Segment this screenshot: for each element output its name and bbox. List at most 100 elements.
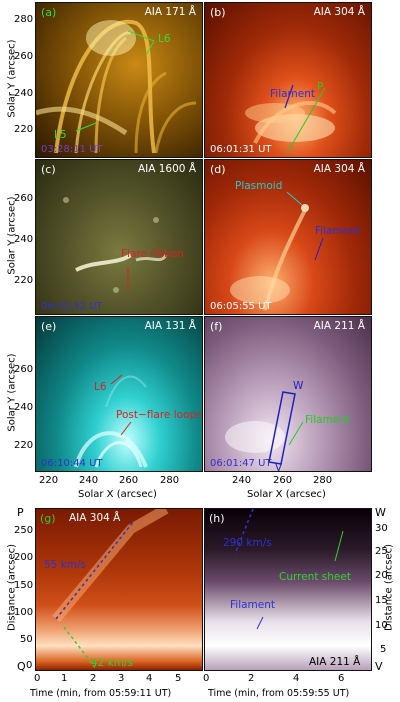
- panel-c-label: (c): [41, 163, 56, 176]
- dist-tick: 20: [375, 570, 388, 581]
- dist-tick: 10: [375, 620, 388, 631]
- panel-h-time-distance-211: (h) 290 km/s Current sheet Filament AIA …: [204, 508, 372, 671]
- dist-tick: 150: [14, 580, 34, 591]
- loop-structures-171: [36, 19, 197, 154]
- dist-tick: 200: [14, 552, 34, 563]
- panel-a-aia171: (a) AIA 171 Å L6 L5 03:28:11 UT: [35, 2, 203, 158]
- panel-h-label: (h): [209, 512, 225, 525]
- x-tick: 280: [313, 475, 333, 486]
- panel-b-label: (b): [210, 6, 226, 19]
- x-tick: 260: [119, 475, 139, 486]
- panel-g-speed1: 55 km/s: [44, 559, 87, 571]
- right-dist-tick-w: W: [375, 506, 386, 519]
- panel-e-title: AIA 131 Å: [144, 320, 196, 332]
- y-tick: 260: [14, 193, 34, 204]
- p-label: P: [17, 506, 24, 519]
- time-tick: 2: [248, 673, 255, 684]
- time-tick: 0: [34, 673, 41, 684]
- solar-x-label-right: Solar X (arcsec): [247, 489, 326, 500]
- flare-ribbon-1600: [63, 197, 168, 293]
- x-tick: 220: [39, 475, 59, 486]
- panel-b-time: 06:01:31 UT: [210, 144, 272, 155]
- time-tick: 3: [118, 673, 125, 684]
- x-tick: 280: [160, 475, 180, 486]
- time-tick: 5: [175, 673, 182, 684]
- time-tick: 1: [61, 673, 68, 684]
- dist-tick: 50: [20, 634, 33, 645]
- q-label: Q: [17, 660, 26, 673]
- panel-d-title: AIA 304 Å: [313, 163, 365, 175]
- panel-h-speed: 290 km/s: [223, 537, 272, 549]
- panel-e-aia131: (e) AIA 131 Å L6 Post−flare loops 06:10:…: [35, 316, 203, 472]
- y-tick: 280: [14, 14, 34, 25]
- x-tick: 240: [232, 475, 252, 486]
- panel-d-label: (d): [210, 163, 226, 176]
- panel-c-time: 06:01:52 UT: [41, 301, 103, 312]
- solar-y-label-row3: Solar Y (arcsec): [6, 353, 18, 432]
- panel-a-label: (a): [41, 6, 57, 19]
- solar-y-label-row1: Solar Y (arcsec): [6, 39, 18, 118]
- solar-x-label-left: Solar X (arcsec): [78, 489, 157, 500]
- panel-a-l6-annotation: L6: [158, 33, 171, 45]
- dist-tick: 0: [26, 660, 33, 671]
- panel-f-v-annotation: V: [275, 462, 283, 472]
- panel-h-current-sheet: Current sheet: [279, 571, 351, 583]
- panel-e-time: 06:10:44 UT: [41, 458, 103, 469]
- panel-f-aia211: (f) AIA 211 Å W V Filament 06:01:47 UT: [204, 316, 372, 472]
- panel-g-time-distance-304: (g) AIA 304 Å 55 km/s 42 km/s: [35, 508, 203, 671]
- dist-tick: 250: [14, 525, 34, 536]
- panel-b-filament-annotation: Filament: [270, 88, 316, 100]
- panel-d-filament-annotation: Filament: [315, 225, 361, 237]
- dist-tick: 5: [380, 644, 387, 655]
- panel-c-title: AIA 1600 Å: [137, 163, 196, 175]
- time-tick: 4: [146, 673, 153, 684]
- panel-c-aia1600: (c) AIA 1600 Å Flare ribbon 06:01:52 UT: [35, 159, 203, 315]
- panel-e-l6-annotation: L6: [94, 381, 107, 393]
- dist-tick: 30: [375, 523, 388, 534]
- y-tick: 220: [14, 440, 34, 451]
- x-tick: 240: [79, 475, 99, 486]
- panel-h-filament: Filament: [230, 599, 276, 611]
- time-distance-features-g: [52, 509, 169, 670]
- time-label-h: Time (min, from 05:59:55 UT): [208, 688, 350, 699]
- panel-h-title: AIA 211 Å: [309, 656, 361, 668]
- panel-e-label: (e): [41, 320, 57, 333]
- time-tick: 0: [203, 673, 210, 684]
- panel-e-postflare-annotation: Post−flare loops: [116, 409, 202, 421]
- panel-b-title: AIA 304 Å: [313, 6, 365, 18]
- panel-g-label: (g): [40, 512, 56, 525]
- panel-a-time: 03:28:11 UT: [41, 144, 103, 155]
- dist-tick: 15: [375, 595, 388, 606]
- distance-label-right: Distance (arcsec): [383, 543, 395, 632]
- panel-g-speed2: 42 km/s: [91, 657, 134, 669]
- panel-b-p-annotation: P: [317, 81, 324, 93]
- panel-d-aia304: (d) AIA 304 Å Plasmoid Filament 06:05:55…: [204, 159, 372, 315]
- panel-f-title: AIA 211 Å: [313, 320, 365, 332]
- y-tick: 240: [14, 234, 34, 245]
- time-tick: 2: [90, 673, 97, 684]
- dist-tick: 25: [375, 546, 388, 557]
- y-tick: 260: [14, 51, 34, 62]
- y-tick: 220: [14, 275, 34, 286]
- panel-c-ribbon-annotation: Flare ribbon: [121, 248, 184, 260]
- y-tick: 240: [14, 88, 34, 99]
- y-tick: 260: [14, 364, 34, 375]
- x-tick: 260: [273, 475, 293, 486]
- panel-g-title: AIA 304 Å: [69, 512, 121, 524]
- panel-b-aia304: (b) AIA 304 Å Filament P 06:01:31 UT: [204, 2, 372, 158]
- filament-structure-304: [245, 84, 337, 154]
- filament-structure-211: [225, 391, 304, 465]
- panel-a-title: AIA 171 Å: [144, 6, 196, 18]
- plasmoid-structure-304: [230, 191, 324, 311]
- time-tick: 4: [293, 673, 300, 684]
- panel-f-w-annotation: W: [293, 380, 304, 392]
- panel-f-time: 06:01:47 UT: [210, 458, 272, 469]
- panel-a-l5-annotation: L5: [54, 129, 67, 141]
- time-label-g: Time (min, from 05:59:11 UT): [30, 688, 172, 699]
- y-tick: 220: [14, 124, 34, 135]
- dist-tick: 100: [14, 607, 34, 618]
- panel-d-plasmoid-annotation: Plasmoid: [235, 180, 283, 192]
- post-flare-loops-131: [74, 374, 148, 468]
- right-dist-tick-v: V: [375, 660, 383, 673]
- panel-d-time: 06:05:55 UT: [210, 301, 272, 312]
